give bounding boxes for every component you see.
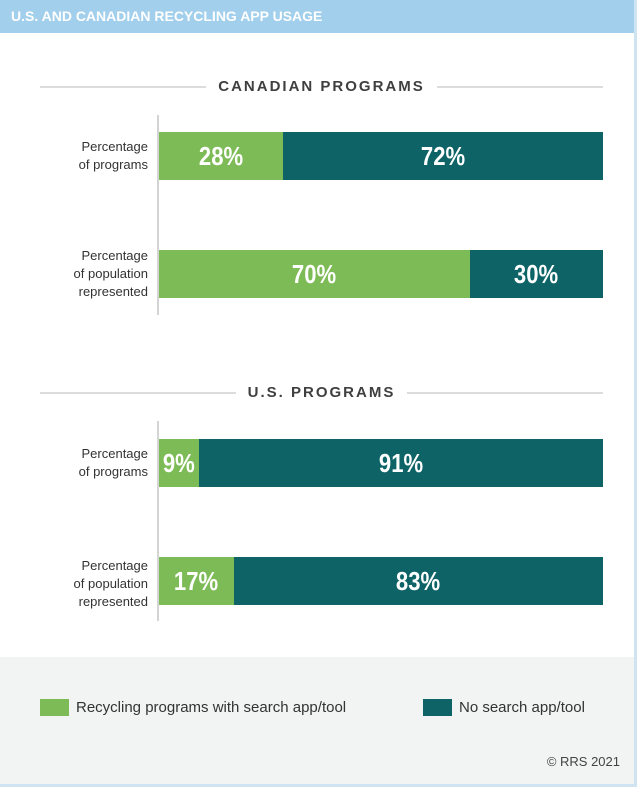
row-label-line: represented <box>78 284 148 299</box>
row-label-line: of programs <box>78 464 148 479</box>
section-title-us: U.S. PROGRAMS <box>40 382 603 402</box>
axis-line-canadian <box>157 115 159 315</box>
stacked-bar: 28% 72% <box>159 132 603 180</box>
stacked-bar: 17% 83% <box>159 557 603 605</box>
data-label: 72% <box>420 140 466 171</box>
legend-label: Recycling programs with search app/tool <box>76 699 347 716</box>
data-label: 9% <box>163 447 195 478</box>
axis-line-us <box>157 421 159 621</box>
legend-footer: Recycling programs with search app/tool … <box>0 657 634 784</box>
header-bar: U.S. AND CANADIAN RECYCLING APP USAGE <box>0 0 634 33</box>
row-label-line: Percentage <box>81 558 149 573</box>
legend-swatch <box>423 699 452 716</box>
row-label-line: of programs <box>78 157 148 172</box>
section-title-text: CANADIAN PROGRAMS <box>206 78 437 95</box>
bar-segment-with-app: 9% <box>159 439 199 487</box>
legend-item-no-app: No search app/tool <box>423 699 585 716</box>
row-label-line: represented <box>78 594 148 609</box>
row-label-line: Percentage <box>81 248 149 263</box>
bar-segment-no-app: 72% <box>283 132 603 180</box>
section-title-text: U.S. PROGRAMS <box>235 384 408 401</box>
stacked-bar: 70% 30% <box>159 250 603 298</box>
row-label-line: of population <box>73 576 148 591</box>
bar-segment-with-app: 28% <box>159 132 283 180</box>
row-label: Percentage of programs <box>20 445 148 481</box>
legend-item-with-app: Recycling programs with search app/tool <box>40 699 346 716</box>
data-label: 70% <box>292 258 337 289</box>
legend-swatch <box>40 699 69 716</box>
legend-label: No search app/tool <box>459 699 585 716</box>
section-title-canadian: CANADIAN PROGRAMS <box>40 76 603 96</box>
data-label: 91% <box>378 447 424 478</box>
data-label: 83% <box>396 565 441 596</box>
data-label: 17% <box>174 565 219 596</box>
row-label-line: of population <box>73 266 148 281</box>
bar-segment-with-app: 17% <box>159 557 234 605</box>
row-label: Percentage of population represented <box>20 247 148 301</box>
bar-segment-no-app: 83% <box>234 557 603 605</box>
bar-segment-no-app: 30% <box>470 250 603 298</box>
row-label: Percentage of programs <box>20 138 148 174</box>
data-label: 28% <box>198 140 244 171</box>
chart-title: U.S. AND CANADIAN RECYCLING APP USAGE <box>11 8 323 24</box>
row-label-line: Percentage <box>81 139 149 154</box>
data-label: 30% <box>514 258 559 289</box>
row-label: Percentage of population represented <box>20 557 148 611</box>
bar-segment-no-app: 91% <box>199 439 603 487</box>
bar-segment-with-app: 70% <box>159 250 470 298</box>
stacked-bar: 9% 91% <box>159 439 603 487</box>
copyright-text: © RRS 2021 <box>546 754 620 769</box>
row-label-line: Percentage <box>81 446 149 461</box>
